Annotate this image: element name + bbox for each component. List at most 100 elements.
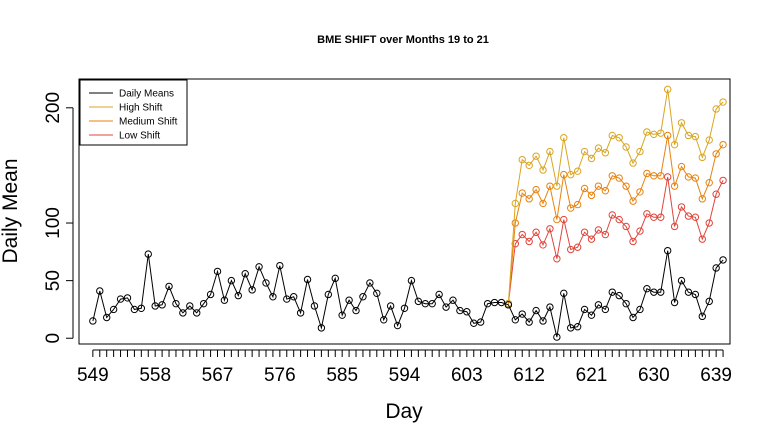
data-point <box>670 182 679 190</box>
data-point <box>386 302 395 310</box>
data-point <box>636 188 644 196</box>
data-point <box>601 187 610 195</box>
data-point <box>532 185 540 194</box>
data-point <box>705 178 713 187</box>
data-point <box>719 176 727 185</box>
data-point <box>428 299 436 308</box>
data-point <box>615 174 623 182</box>
data-point <box>213 267 222 276</box>
data-point <box>643 169 651 178</box>
data-point <box>636 147 644 156</box>
data-point <box>594 226 603 234</box>
data-point <box>663 173 672 181</box>
data-point <box>262 279 270 287</box>
data-point <box>407 276 416 285</box>
data-point <box>677 203 686 211</box>
data-point <box>677 119 686 127</box>
data-point <box>227 276 236 285</box>
data-point <box>518 155 526 164</box>
data-point <box>643 210 651 218</box>
legend-label: Medium Shift <box>119 117 178 128</box>
data-point <box>643 284 651 293</box>
data-point <box>289 293 298 301</box>
data-point <box>684 173 693 181</box>
data-point <box>636 227 644 235</box>
data-point <box>663 246 672 255</box>
data-point <box>338 311 346 319</box>
plot-frame <box>78 78 731 345</box>
data-point <box>615 134 623 142</box>
data-point <box>636 305 644 314</box>
data-point <box>560 289 568 298</box>
data-point <box>657 213 665 221</box>
data-point <box>435 290 443 299</box>
data-point <box>657 129 665 137</box>
data-point <box>567 204 575 212</box>
data-point <box>525 195 533 203</box>
data-point <box>518 230 526 239</box>
x-tick-label: 621 <box>576 365 608 386</box>
data-point <box>123 294 132 302</box>
legend-label: Low Shift <box>119 131 160 142</box>
data-point <box>539 166 547 174</box>
data-point <box>525 318 533 326</box>
data-point <box>643 128 651 136</box>
series-daily-means <box>89 246 727 341</box>
data-point <box>573 323 582 331</box>
x-tick-label: 603 <box>451 365 483 386</box>
data-point <box>539 317 547 325</box>
data-point <box>691 132 700 141</box>
data-point <box>463 308 471 316</box>
data-point <box>393 321 402 330</box>
x-tick-label: 594 <box>389 365 421 386</box>
data-point <box>650 288 658 296</box>
data-point <box>622 182 630 190</box>
data-point <box>511 199 520 208</box>
data-point <box>580 228 589 236</box>
data-point <box>470 319 478 327</box>
data-point <box>712 264 720 272</box>
data-point <box>421 299 429 308</box>
data-point <box>144 250 152 258</box>
data-point <box>158 301 166 309</box>
data-point <box>615 215 623 224</box>
data-point <box>622 299 630 308</box>
x-tick-label: 585 <box>326 365 358 386</box>
data-point <box>573 200 582 209</box>
data-point <box>573 167 582 175</box>
data-point <box>345 296 353 304</box>
data-point <box>553 182 561 190</box>
data-point <box>670 222 679 231</box>
data-point <box>657 172 665 180</box>
data-point <box>650 130 658 139</box>
data-point <box>587 154 596 163</box>
data-point <box>525 161 533 170</box>
data-point <box>560 134 568 142</box>
data-point <box>712 190 720 198</box>
x-axis: 549 558 567 576 585 594 603 612 621 630 639 <box>77 349 732 386</box>
data-point <box>712 150 720 158</box>
data-point <box>504 301 513 309</box>
data-point <box>476 318 485 326</box>
data-point <box>705 297 713 306</box>
data-point <box>483 299 492 308</box>
legend-box <box>79 79 188 146</box>
data-point <box>518 189 526 197</box>
data-point <box>657 288 665 296</box>
data-point <box>629 237 637 246</box>
data-point <box>650 172 658 180</box>
data-point <box>691 213 700 221</box>
data-point <box>109 305 118 314</box>
data-point <box>601 305 610 314</box>
data-point <box>629 313 637 322</box>
data-point <box>186 302 194 310</box>
data-point <box>698 153 706 162</box>
data-point <box>573 243 582 251</box>
data-point <box>331 274 339 283</box>
data-point <box>580 305 589 314</box>
x-tick-label: 612 <box>513 365 545 386</box>
data-point <box>359 293 367 301</box>
data-point <box>414 297 423 306</box>
series-low-shift <box>504 173 727 308</box>
